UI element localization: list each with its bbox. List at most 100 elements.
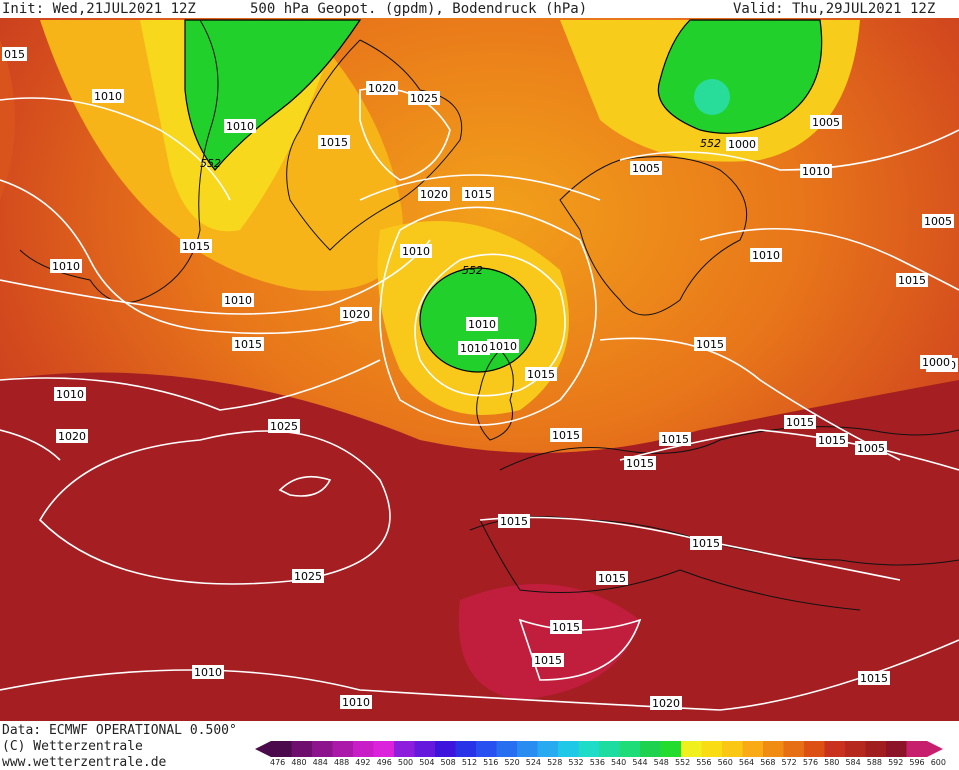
pressure-label: 1015: [786, 416, 814, 429]
legend-swatch: [640, 741, 661, 757]
legend-swatch: [373, 741, 395, 757]
map-title: 500 hPa Geopot. (gpdm), Bodendruck (hPa): [250, 1, 588, 17]
legend-swatch: [619, 741, 641, 757]
legend-swatch: [599, 741, 620, 757]
legend-tick-label: 488: [333, 758, 350, 767]
pressure-label-box: [340, 307, 372, 321]
pressure-label: 1015: [552, 621, 580, 634]
pressure-label-box: [800, 164, 832, 178]
pressure-label: 1015: [534, 654, 562, 667]
pressure-label-box: [466, 317, 498, 331]
pressure-label-box: [458, 341, 490, 355]
legend-swatch: [332, 741, 354, 757]
pressure-label-box: [920, 355, 952, 369]
legend-swatch: [865, 741, 887, 757]
legend-swatch: [558, 741, 579, 757]
legend-tick-label: 544: [632, 758, 648, 767]
legend-arrow-left: [255, 741, 271, 757]
legend-tick-label: 584: [845, 758, 861, 767]
legend-swatch: [824, 741, 846, 757]
pressure-label-box: [292, 569, 324, 583]
pressure-label-box: [858, 671, 890, 685]
pressure-label-box: [56, 429, 88, 443]
legend-swatch: [271, 741, 292, 757]
website-url: www.wetterzentrale.de: [2, 755, 167, 770]
pressure-label-box: [624, 456, 656, 470]
legend-ticks: 476 480 484 488 492 496 500 504 508 512 516 520 524 5…: [270, 758, 946, 767]
legend-swatch: [291, 741, 313, 757]
pressure-label: 1015: [626, 457, 654, 470]
pressure-label: 1010: [94, 90, 122, 103]
legend-tick-label: 600: [930, 758, 946, 767]
legend-swatch: [783, 741, 805, 757]
pressure-label: 015: [4, 48, 25, 61]
legend-tick-label: 516: [483, 758, 499, 767]
pressure-label: 1005: [632, 162, 660, 175]
legend-swatch: [517, 741, 538, 757]
legend-swatch: [742, 741, 764, 757]
pressure-label: 1005: [924, 215, 952, 228]
map-header: Init: Wed,21JUL2021 12Z 500 hPa Geopot. …: [0, 0, 959, 18]
pressure-label-box: [922, 214, 954, 228]
pressure-label-box: [659, 432, 691, 446]
pressure-label: 1015: [898, 274, 926, 287]
pressure-label-box: [810, 115, 842, 129]
legend-swatch: [435, 741, 456, 757]
pressure-label-box: [816, 433, 848, 447]
pressure-label-box: [400, 244, 432, 258]
pressure-label-box: [498, 514, 530, 528]
legend-tick-label: 580: [824, 758, 840, 767]
geopot-label: 552: [200, 157, 221, 170]
legend-tick-label: 592: [888, 758, 904, 767]
legend-tick-label: 572: [781, 758, 797, 767]
weather-map: 552 552 552 0151010101010151020102510151…: [0, 18, 959, 721]
legend-tick-label: 588: [866, 758, 883, 767]
pressure-label: 1010: [224, 294, 252, 307]
pressure-label: 1015: [234, 338, 262, 351]
pressure-label: 1005: [857, 442, 885, 455]
pressure-label-box: [694, 337, 726, 351]
pressure-label-box: [232, 337, 264, 351]
pressure-label: 1015: [692, 537, 720, 550]
legend-tick-label: 492: [355, 758, 371, 767]
legend-swatch: [537, 741, 559, 757]
pressure-label: 1015: [500, 515, 528, 528]
isobars: [0, 87, 959, 711]
pressure-label-box: [532, 653, 564, 667]
legend-tick-label: 548: [653, 758, 669, 767]
geopot-label: 552: [700, 137, 721, 150]
pressure-label: 1020: [58, 430, 86, 443]
pressure-label: 1015: [696, 338, 724, 351]
pressure-label: 1020: [420, 188, 448, 201]
legend-swatch: [660, 741, 682, 757]
legend-tick-label: 480: [291, 758, 307, 767]
pressure-label-box: [487, 339, 519, 353]
pressure-label-box: [192, 665, 224, 679]
geopot-label: 552: [462, 264, 483, 277]
pressure-label: 1020: [652, 697, 680, 710]
init-time: Init: Wed,21JUL2021 12Z: [2, 1, 196, 17]
pressure-label-box: [222, 293, 254, 307]
pressure-label: 1015: [661, 433, 689, 446]
legend-swatch: [578, 741, 600, 757]
legend-tick-label: 484: [312, 758, 328, 767]
pressure-label: 1015: [527, 368, 555, 381]
legend-tick-label: 552: [674, 758, 691, 767]
copyright: (C) Wetterzentrale: [2, 739, 143, 754]
west-edge: [0, 40, 15, 200]
pressure-label: 1010: [402, 245, 430, 258]
pressure-label-box: [525, 367, 557, 381]
legend-tick-label: 596: [909, 758, 925, 767]
pressure-label: 1010: [489, 340, 517, 353]
pressure-label-box: [690, 536, 722, 550]
legend-arrow-right: [927, 741, 943, 757]
legend-tick-label: 564: [738, 758, 755, 767]
pressure-label: 1010: [802, 165, 830, 178]
legend-swatch: [476, 741, 497, 757]
legend-tick-label: 568: [760, 758, 776, 767]
legend-swatch: [906, 741, 928, 757]
pressure-label-box: [630, 161, 662, 175]
legend-tick-label: 504: [419, 758, 435, 767]
legend-tick-label: 496: [376, 758, 392, 767]
